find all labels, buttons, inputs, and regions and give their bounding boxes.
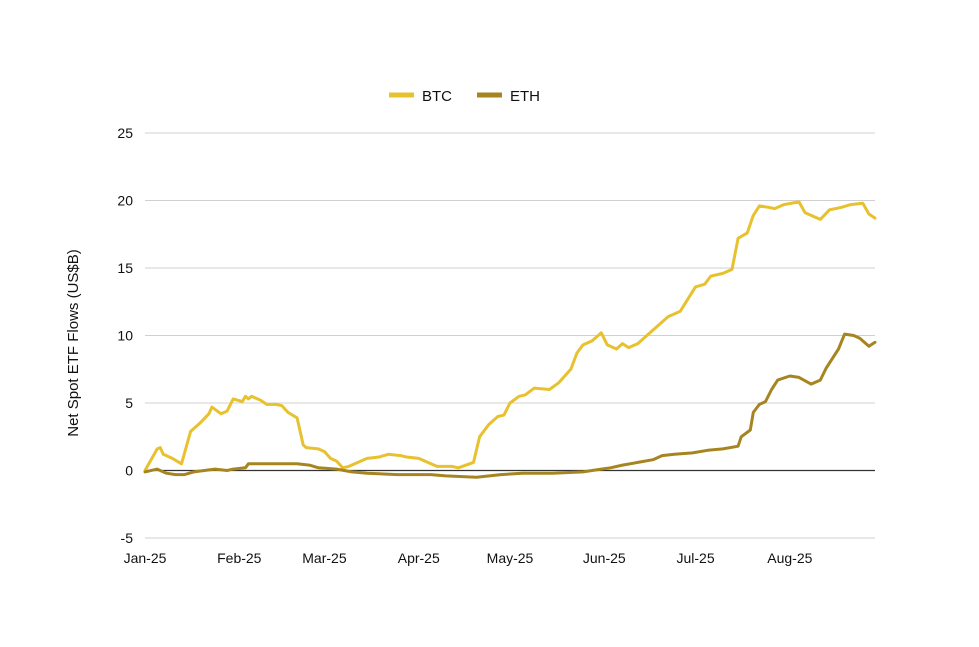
- y-tick-label: 25: [117, 125, 133, 141]
- gridlines: [145, 132, 875, 539]
- x-tick-label: May-25: [487, 550, 534, 566]
- legend: BTC ETH: [389, 88, 540, 105]
- series-line-eth: [143, 332, 877, 479]
- y-tick-label: 5: [125, 395, 133, 411]
- legend-label-btc: BTC: [422, 88, 452, 105]
- y-tick-label: -5: [121, 530, 134, 546]
- y-tick-label: 15: [117, 260, 133, 276]
- x-tick-label: Aug-25: [767, 550, 812, 566]
- y-tick-label: 0: [125, 463, 133, 479]
- series-line-btc: [143, 200, 877, 472]
- y-tick-label: 20: [117, 193, 133, 209]
- y-tick-label: 10: [117, 328, 133, 344]
- y-axis-ticks: -5 0 5 10 15 20 25: [117, 125, 133, 546]
- x-tick-label: Apr-25: [398, 550, 440, 566]
- x-tick-label: Jun-25: [583, 550, 626, 566]
- series-lines: [143, 200, 877, 479]
- x-tick-label: Feb-25: [217, 550, 262, 566]
- x-tick-label: Jul-25: [676, 550, 714, 566]
- x-tick-label: Mar-25: [302, 550, 347, 566]
- x-axis-ticks: Jan-25 Feb-25 Mar-25 Apr-25 May-25 Jun-25 Jul-…: [124, 550, 813, 566]
- legend-label-eth: ETH: [510, 88, 540, 105]
- x-tick-label: Jan-25: [124, 550, 167, 566]
- y-axis-title: Net Spot ETF Flows (US$B): [65, 249, 82, 437]
